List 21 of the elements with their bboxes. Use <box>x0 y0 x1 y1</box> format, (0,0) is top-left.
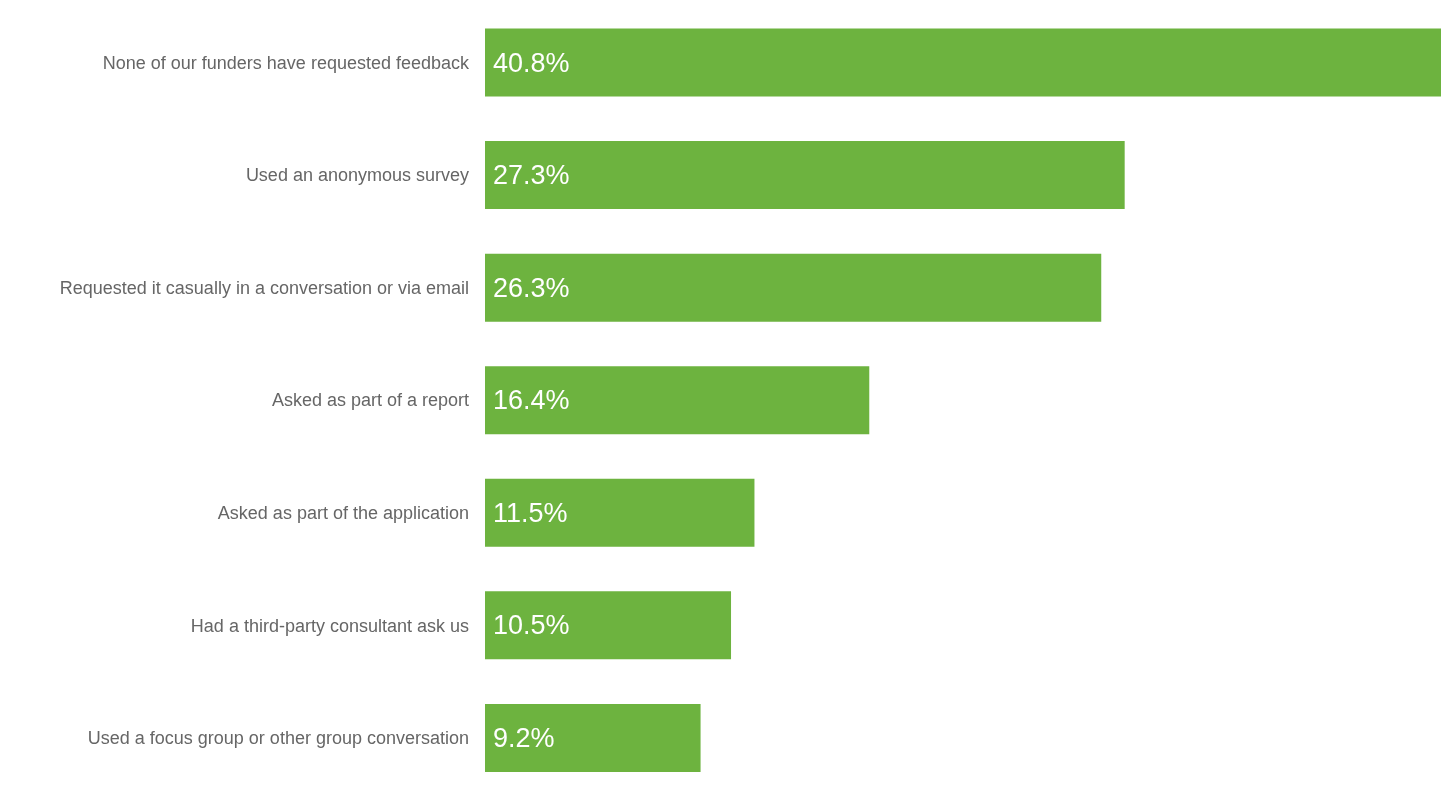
data-label: 10.5% <box>493 610 570 641</box>
y-tick-label: Asked as part of a report <box>271 390 469 411</box>
data-label: 16.4% <box>493 385 570 416</box>
bar <box>485 366 870 435</box>
data-label: 27.3% <box>493 160 570 191</box>
y-tick-label: Used an anonymous survey <box>245 165 469 186</box>
bar <box>485 591 732 660</box>
bar <box>485 703 701 772</box>
y-tick-label: Asked as part of the application <box>217 502 469 523</box>
y-tick-label: Requested it casually in a conversation or via email <box>59 277 469 298</box>
data-label: 9.2% <box>493 722 555 753</box>
bar <box>485 253 1102 322</box>
data-label: 11.5% <box>493 497 568 528</box>
bar <box>485 141 1125 210</box>
data-label: 26.3% <box>493 272 570 303</box>
y-tick-label: Had a third-party consultant ask us <box>190 615 469 636</box>
bar <box>485 28 1441 97</box>
bar <box>485 478 755 547</box>
data-label: 40.8% <box>493 47 570 78</box>
y-tick-label: None of our funders have requested feedback <box>102 52 470 73</box>
y-tick-label: Used a focus group or other group conversation <box>87 728 469 749</box>
